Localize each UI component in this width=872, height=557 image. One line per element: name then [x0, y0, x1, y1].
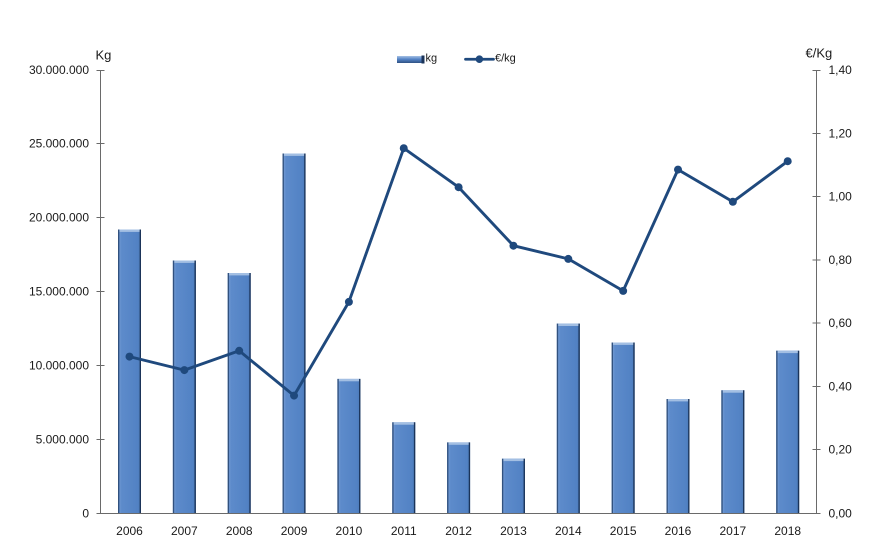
svg-text:5.000.000: 5.000.000	[36, 433, 90, 447]
svg-text:2017: 2017	[719, 524, 746, 538]
svg-text:15.000.000: 15.000.000	[29, 285, 89, 299]
svg-text:0,40: 0,40	[829, 380, 853, 394]
svg-text:2013: 2013	[500, 524, 527, 538]
svg-text:2011: 2011	[391, 524, 417, 538]
svg-text:€/Kg: €/Kg	[806, 46, 833, 61]
svg-text:2007: 2007	[171, 524, 198, 538]
svg-text:0,60: 0,60	[829, 316, 853, 330]
svg-text:Kg: Kg	[96, 48, 112, 63]
svg-text:2010: 2010	[336, 524, 363, 538]
svg-text:1,20: 1,20	[829, 127, 853, 141]
svg-text:0,80: 0,80	[829, 253, 853, 267]
svg-text:€/kg: €/kg	[495, 53, 516, 65]
svg-text:0,20: 0,20	[829, 443, 853, 457]
svg-text:2006: 2006	[116, 524, 143, 538]
svg-text:25.000.000: 25.000.000	[29, 137, 89, 151]
svg-text:2015: 2015	[610, 524, 637, 538]
svg-text:20.000.000: 20.000.000	[29, 211, 89, 225]
svg-text:0,00: 0,00	[829, 507, 853, 521]
svg-text:2016: 2016	[665, 524, 692, 538]
svg-text:2009: 2009	[281, 524, 308, 538]
svg-text:1,00: 1,00	[829, 190, 853, 204]
svg-text:10.000.000: 10.000.000	[29, 359, 89, 373]
svg-text:2018: 2018	[774, 524, 801, 538]
svg-text:kg: kg	[426, 53, 438, 65]
svg-text:2014: 2014	[555, 524, 582, 538]
svg-text:2012: 2012	[445, 524, 472, 538]
svg-text:2008: 2008	[226, 524, 253, 538]
svg-text:1,40: 1,40	[829, 63, 853, 77]
svg-text:0: 0	[82, 507, 89, 521]
svg-text:30.000.000: 30.000.000	[29, 63, 89, 77]
